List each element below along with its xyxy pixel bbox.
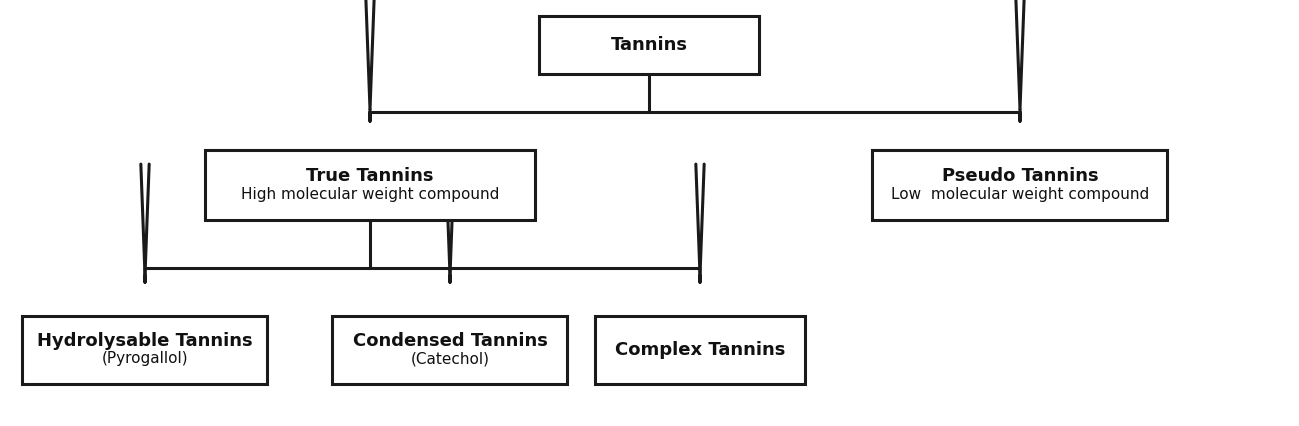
Text: Tannins: Tannins: [611, 36, 687, 54]
Bar: [539, 16, 759, 74]
Text: True Tannins: True Tannins: [307, 167, 434, 185]
Text: Low  molecular weight compound: Low molecular weight compound: [891, 187, 1150, 201]
Bar: [595, 316, 805, 384]
Text: Condensed Tannins: Condensed Tannins: [352, 332, 547, 350]
Bar: [205, 150, 535, 220]
Text: (Pyrogallol): (Pyrogallol): [101, 351, 188, 366]
Text: (Catechol): (Catechol): [410, 351, 490, 366]
Text: Hydrolysable Tannins: Hydrolysable Tannins: [38, 332, 253, 350]
Bar: [873, 150, 1168, 220]
Bar: [22, 316, 268, 384]
Text: Pseudo Tannins: Pseudo Tannins: [942, 167, 1099, 185]
Text: High molecular weight compound: High molecular weight compound: [240, 187, 499, 201]
Text: Complex Tannins: Complex Tannins: [614, 341, 785, 359]
Bar: [333, 316, 568, 384]
